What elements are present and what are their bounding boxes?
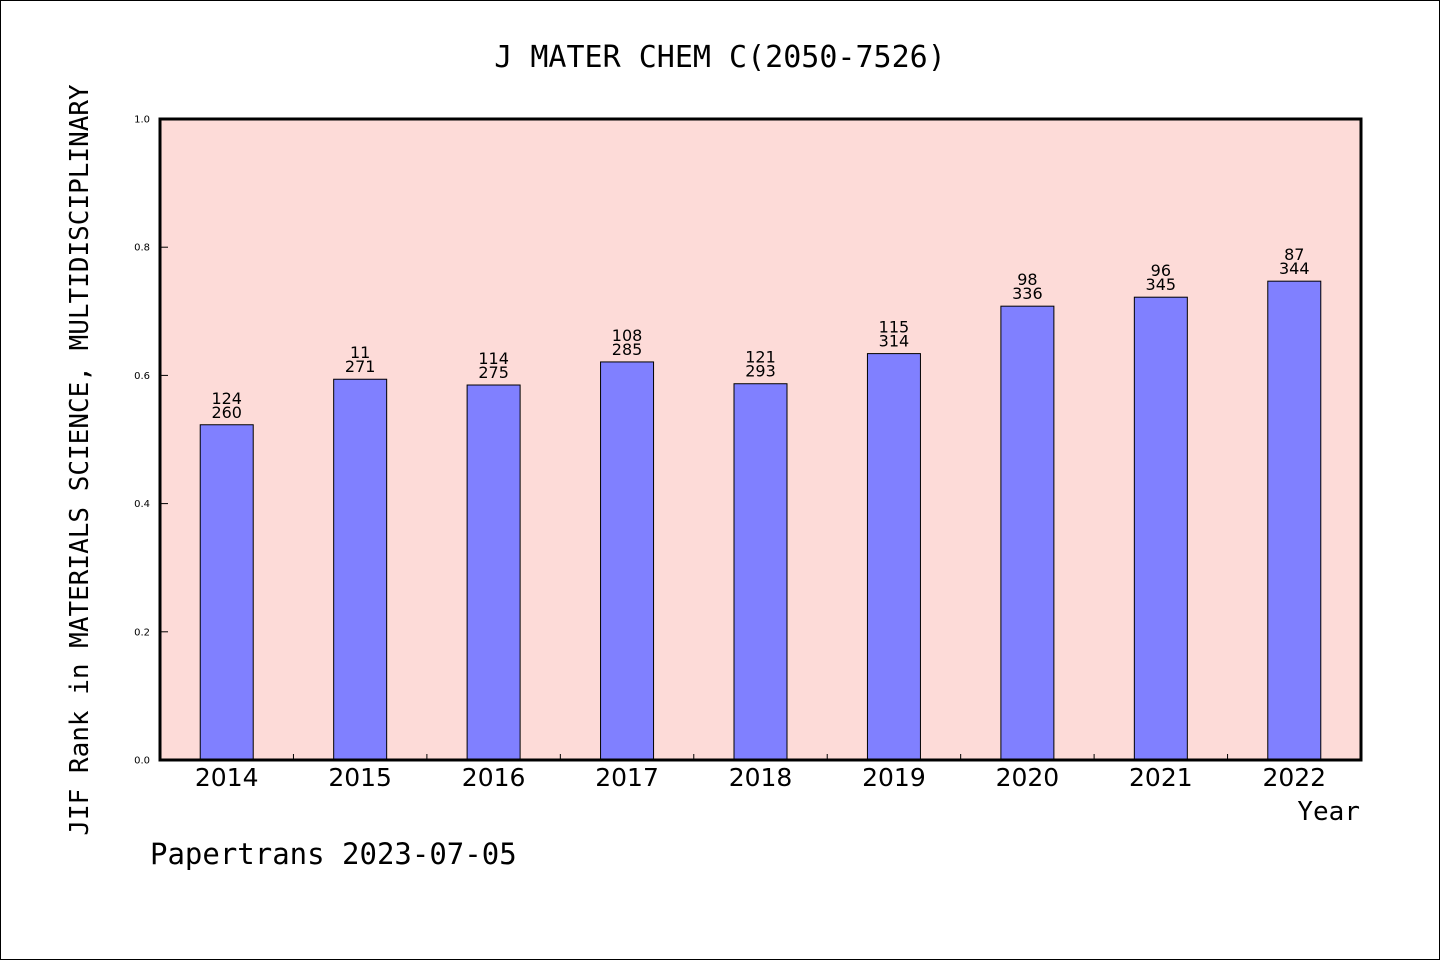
bar-2019 (866, 353, 921, 761)
x-axis-label: Year (1297, 797, 1360, 827)
bar-label-rank-2015: 11 (350, 343, 370, 362)
bar-label-total-2016: 275 (478, 363, 509, 382)
bar-2015 (333, 378, 388, 761)
y-axis-label: JIF Rank in MATERIALS SCIENCE, MULTIDISC… (65, 84, 95, 836)
chart-title: J MATER CHEM C(2050-7526) (494, 40, 946, 75)
bar-label-rank-2016: 114 (478, 349, 509, 368)
bar-2016 (466, 384, 521, 761)
x-tick-label-2022: 2022 (1262, 763, 1326, 792)
x-tick-label-2015: 2015 (328, 763, 392, 792)
bar-label-total-2017: 285 (612, 340, 643, 359)
bar-label-rank-2018: 121 (745, 348, 776, 367)
bar-label-total-2022: 344 (1279, 259, 1310, 278)
y-tick-label: 0.6 (134, 371, 150, 382)
bar-2018 (733, 383, 788, 761)
x-axis: 2014 2015 2016 2017 2018 2019 2020 2021 2022 (195, 754, 1326, 792)
y-tick-label: 0.8 (134, 243, 150, 254)
watermark-text: Papertrans 2023-07-05 (150, 837, 517, 871)
bar-2022 (1267, 280, 1322, 761)
bar-label-rank-2021: 96 (1151, 261, 1171, 280)
x-tick-label-2017: 2017 (595, 763, 659, 792)
bar-label-rank-2020: 98 (1017, 270, 1037, 289)
bar-label-rank-2022: 87 (1284, 245, 1304, 264)
y-tick-label: 0.0 (134, 756, 150, 767)
bar-label-total-2021: 345 (1146, 275, 1177, 294)
bar-label-rank-2017: 108 (612, 326, 643, 345)
x-tick-label-2018: 2018 (729, 763, 793, 792)
bar-label-rank-2019: 115 (879, 318, 910, 337)
bar-2017 (600, 361, 655, 761)
bar-label-total-2019: 314 (879, 332, 910, 351)
bars-group (199, 280, 1322, 761)
x-tick-label-2020: 2020 (996, 763, 1060, 792)
plot-border (158, 117, 1363, 762)
y-tick-label: 0.4 (134, 499, 150, 510)
bar-2021 (1133, 296, 1188, 761)
bar-label-total-2018: 293 (745, 362, 776, 381)
y-tick-label: 0.2 (134, 627, 150, 638)
x-tick-label-2016: 2016 (462, 763, 526, 792)
bar-2014 (199, 424, 254, 761)
x-tick-label-2019: 2019 (862, 763, 926, 792)
bar-label-total-2014: 260 (211, 403, 242, 422)
bar-label-rank-2014: 124 (211, 389, 242, 408)
bar-label-total-2020: 336 (1012, 284, 1043, 303)
bar-label-total-2015: 271 (345, 357, 376, 376)
bar-2020 (1000, 305, 1055, 761)
x-tick-label-2021: 2021 (1129, 763, 1193, 792)
x-tick-label-2014: 2014 (195, 763, 259, 792)
y-tick-label: 1.0 (134, 115, 150, 126)
